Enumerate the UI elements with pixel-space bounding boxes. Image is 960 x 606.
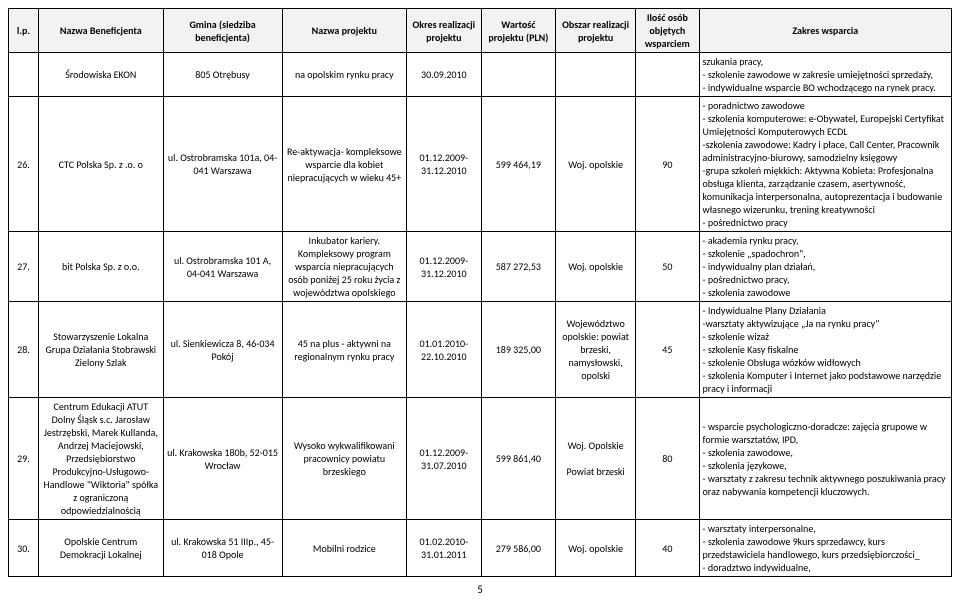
cell-okres: 01.12.2009-31.07.2010	[407, 398, 482, 520]
cell-wartosc: 279 586,00	[481, 520, 556, 577]
cell-okres: 30.09.2010	[407, 53, 482, 97]
cell-zakres: - wsparcie psychologiczno-doradcze: zaję…	[699, 398, 951, 520]
cell-zakres: - Indywidualne Plany Działania -warsztat…	[699, 302, 951, 398]
cell-wartosc: 189 325,00	[481, 302, 556, 398]
cell-benef: Środowiska EKON	[39, 53, 164, 97]
header-okres: Okres realizacji projektu	[407, 9, 482, 53]
cell-obszar: Woj. opolskie	[556, 520, 636, 577]
data-table: l.p. Nazwa Beneficjenta Gmina (siedziba …	[8, 8, 952, 577]
cell-wartosc: 599 861,40	[481, 398, 556, 520]
cell-ilosc: 80	[636, 398, 699, 520]
header-obszar: Obszar realizacji projektu	[556, 9, 636, 53]
cell-nazwa: Mobilni rodzice	[282, 520, 407, 577]
cell-zakres: - poradnictwo zawodowe - szkolenia kompu…	[699, 97, 951, 232]
header-zakres: Zakres wsparcia	[699, 9, 951, 53]
table-row: 27.bit Polska Sp. z o.o.ul. Ostrobramska…	[9, 232, 952, 302]
table-row: 30.Opolskie Centrum Demokracji Lokalneju…	[9, 520, 952, 577]
cell-ilosc	[636, 53, 699, 97]
table-row: 28.Stowarzyszenie Lokalna Grupa Działani…	[9, 302, 952, 398]
cell-ilosc: 45	[636, 302, 699, 398]
cell-okres: 01.12.2009-31.12.2010	[407, 97, 482, 232]
cell-lp: 30.	[9, 520, 39, 577]
header-nazwa: Nazwa projektu	[282, 9, 407, 53]
cell-obszar: Woj. opolskie	[556, 97, 636, 232]
cell-nazwa: Re-aktywacja- kompleksowe wsparcie dla k…	[282, 97, 407, 232]
cell-ilosc: 90	[636, 97, 699, 232]
cell-gmina: ul. Krakowska 180b, 52-015 Wrocław	[163, 398, 282, 520]
header-benef: Nazwa Beneficjenta	[39, 9, 164, 53]
cell-ilosc: 50	[636, 232, 699, 302]
header-wartosc: Wartość projektu (PLN)	[481, 9, 556, 53]
cell-okres: 01.12.2009-31.12.2010	[407, 232, 482, 302]
cell-obszar: Woj. Opolskie Powiat brzeski	[556, 398, 636, 520]
cell-gmina: ul. Krakowska 51 IIIp., 45-018 Opole	[163, 520, 282, 577]
cell-nazwa: na opolskim rynku pracy	[282, 53, 407, 97]
cell-gmina: ul. Ostrobramska 101 A, 04-041 Warszawa	[163, 232, 282, 302]
cell-okres: 01.01.2010-22.10.2010	[407, 302, 482, 398]
cell-zakres: - akademia rynku pracy, - szkolenie „spa…	[699, 232, 951, 302]
header-row: l.p. Nazwa Beneficjenta Gmina (siedziba …	[9, 9, 952, 53]
cell-benef: Stowarzyszenie Lokalna Grupa Działania S…	[39, 302, 164, 398]
cell-nazwa: 45 na plus - aktywni na regionalnym rynk…	[282, 302, 407, 398]
cell-lp: 29.	[9, 398, 39, 520]
table-row: Środowiska EKON805 Otrębusyna opolskim r…	[9, 53, 952, 97]
cell-obszar: Woj. opolskie	[556, 232, 636, 302]
cell-obszar	[556, 53, 636, 97]
header-gmina: Gmina (siedziba beneficjenta)	[163, 9, 282, 53]
cell-nazwa: Wysoko wykwalifikowani pracownicy powiat…	[282, 398, 407, 520]
cell-gmina: 805 Otrębusy	[163, 53, 282, 97]
cell-lp: 27.	[9, 232, 39, 302]
cell-benef: Opolskie Centrum Demokracji Lokalnej	[39, 520, 164, 577]
page-number: 5	[8, 583, 952, 596]
cell-ilosc: 40	[636, 520, 699, 577]
cell-benef: bit Polska Sp. z o.o.	[39, 232, 164, 302]
header-lp: l.p.	[9, 9, 39, 53]
cell-nazwa: Inkubator kariery. Kompleksowy program w…	[282, 232, 407, 302]
cell-lp	[9, 53, 39, 97]
cell-zakres: szukania pracy, - szkolenie zawodowe w z…	[699, 53, 951, 97]
cell-benef: CTC Polska Sp. z .o. o	[39, 97, 164, 232]
cell-benef: Centrum Edukacji ATUT Dolny Śląsk s.c. J…	[39, 398, 164, 520]
header-ilosc: Ilość osób objętych wsparciem	[636, 9, 699, 53]
cell-gmina: ul. Sienkiewicza 8, 46-034 Pokój	[163, 302, 282, 398]
cell-wartosc: 587 272,53	[481, 232, 556, 302]
cell-lp: 28.	[9, 302, 39, 398]
table-row: 26.CTC Polska Sp. z .o. oul. Ostrobramsk…	[9, 97, 952, 232]
cell-wartosc	[481, 53, 556, 97]
cell-lp: 26.	[9, 97, 39, 232]
cell-obszar: Województwo opolskie: powiat brzeski, na…	[556, 302, 636, 398]
cell-zakres: - warsztaty interpersonalne, - szkolenia…	[699, 520, 951, 577]
cell-gmina: ul. Ostrobramska 101a, 04-041 Warszawa	[163, 97, 282, 232]
cell-wartosc: 599 464,19	[481, 97, 556, 232]
table-row: 29.Centrum Edukacji ATUT Dolny Śląsk s.c…	[9, 398, 952, 520]
cell-okres: 01.02.2010-31.01.2011	[407, 520, 482, 577]
